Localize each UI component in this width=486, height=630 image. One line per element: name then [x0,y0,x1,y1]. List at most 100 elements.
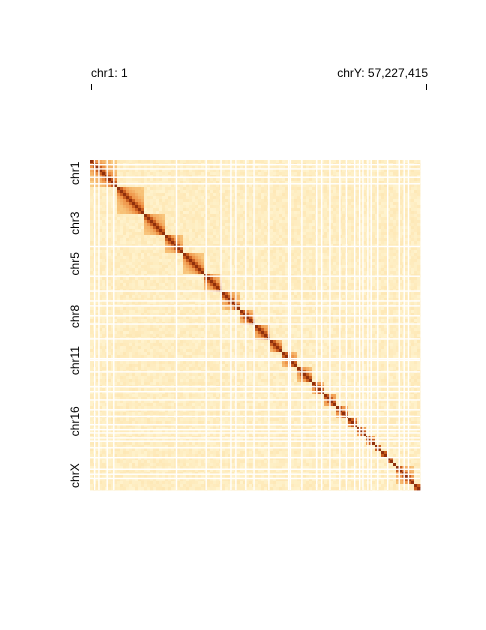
heatmap-cell [99,199,103,203]
heatmap-cell [285,235,289,239]
heatmap-cell [330,223,334,227]
heatmap-cell [153,262,157,266]
heatmap-cell [120,199,124,203]
heatmap-cell [108,223,112,227]
heatmap-cell [213,235,217,239]
heatmap-cell [186,160,190,164]
heatmap-cell [201,250,205,254]
heatmap-cell [342,271,346,275]
heatmap-cell [333,292,337,296]
heatmap-cell [312,259,316,263]
heatmap-cell [285,187,289,191]
heatmap-cell [231,214,235,218]
heatmap-cell [351,271,355,275]
heatmap-cell [261,235,265,239]
heatmap-cell [90,166,94,170]
heatmap-cell [291,250,295,254]
heatmap-cell [414,217,418,221]
heatmap-cell [153,214,157,218]
heatmap-cell [195,187,199,191]
heatmap-cell [249,268,253,272]
heatmap-cell [192,229,196,233]
heatmap-cell [90,211,94,215]
heatmap-cell [135,190,139,194]
heatmap-cell [144,265,148,269]
heatmap-cell [333,271,337,275]
heatmap-cell [255,211,259,215]
heatmap-cell [237,286,241,290]
heatmap-cell [153,247,157,251]
heatmap-cell [408,178,412,182]
heatmap-cell [273,235,277,239]
heatmap-cell [381,220,385,224]
heatmap-cell [135,205,139,209]
heatmap-cell [348,223,352,227]
heatmap-cell [138,229,142,233]
heatmap-cell [108,250,112,254]
heatmap-cell [189,223,193,227]
heatmap-cell [141,250,145,254]
heatmap-cell [297,262,301,266]
heatmap-cell [135,292,139,296]
heatmap-cell [159,226,163,230]
heatmap-cell [375,166,379,170]
heatmap-cell [183,190,187,194]
heatmap-cell [186,220,190,224]
heatmap-cell [258,268,262,272]
heatmap-cell [102,250,106,254]
heatmap-cell [213,226,217,230]
heatmap-cell [306,238,310,242]
heatmap-cell [255,259,259,263]
heatmap-cell [375,202,379,206]
heatmap-cell [276,187,280,191]
heatmap-cell [324,232,328,236]
heatmap-cell [357,244,361,248]
heatmap-cell [336,232,340,236]
heatmap-cell [240,253,244,257]
heatmap-cell [333,205,337,209]
heatmap-cell [261,241,265,245]
heatmap-cell [120,238,124,242]
heatmap-cell [294,253,298,257]
heatmap-cell [279,280,283,284]
heatmap-cell [237,262,241,266]
heatmap-cell [372,193,376,197]
heatmap-cell [258,205,262,209]
heatmap-cell [330,208,334,212]
heatmap-cell [207,277,211,281]
heatmap-cell [168,223,172,227]
heatmap-cell [123,253,127,257]
heatmap-cell [195,262,199,266]
heatmap-cell [231,247,235,251]
heatmap-cell [279,205,283,209]
heatmap-cell [216,217,220,221]
heatmap-cell [312,181,316,185]
heatmap-cell [312,199,316,203]
heatmap-cell [339,229,343,233]
heatmap-cell [342,262,346,266]
heatmap-cell [270,202,274,206]
heatmap-cell [228,220,232,224]
heatmap-cell [333,190,337,194]
heatmap-cell [330,247,334,251]
heatmap-cell [351,220,355,224]
heatmap-cell [279,238,283,242]
heatmap-cell [303,250,307,254]
heatmap-cell [306,214,310,218]
heatmap-cell [201,262,205,266]
heatmap-cell [144,238,148,242]
heatmap-cell [396,178,400,182]
heatmap-cell [411,184,415,188]
heatmap-cell [240,271,244,275]
heatmap-cell [294,166,298,170]
heatmap-cell [156,208,160,212]
heatmap-cell [180,220,184,224]
heatmap-cell [327,205,331,209]
heatmap-cell [207,220,211,224]
heatmap-cell [153,244,157,248]
heatmap-cell [291,265,295,269]
heatmap-cell [381,277,385,281]
heatmap-cell [99,205,103,209]
heatmap-cell [246,205,250,209]
